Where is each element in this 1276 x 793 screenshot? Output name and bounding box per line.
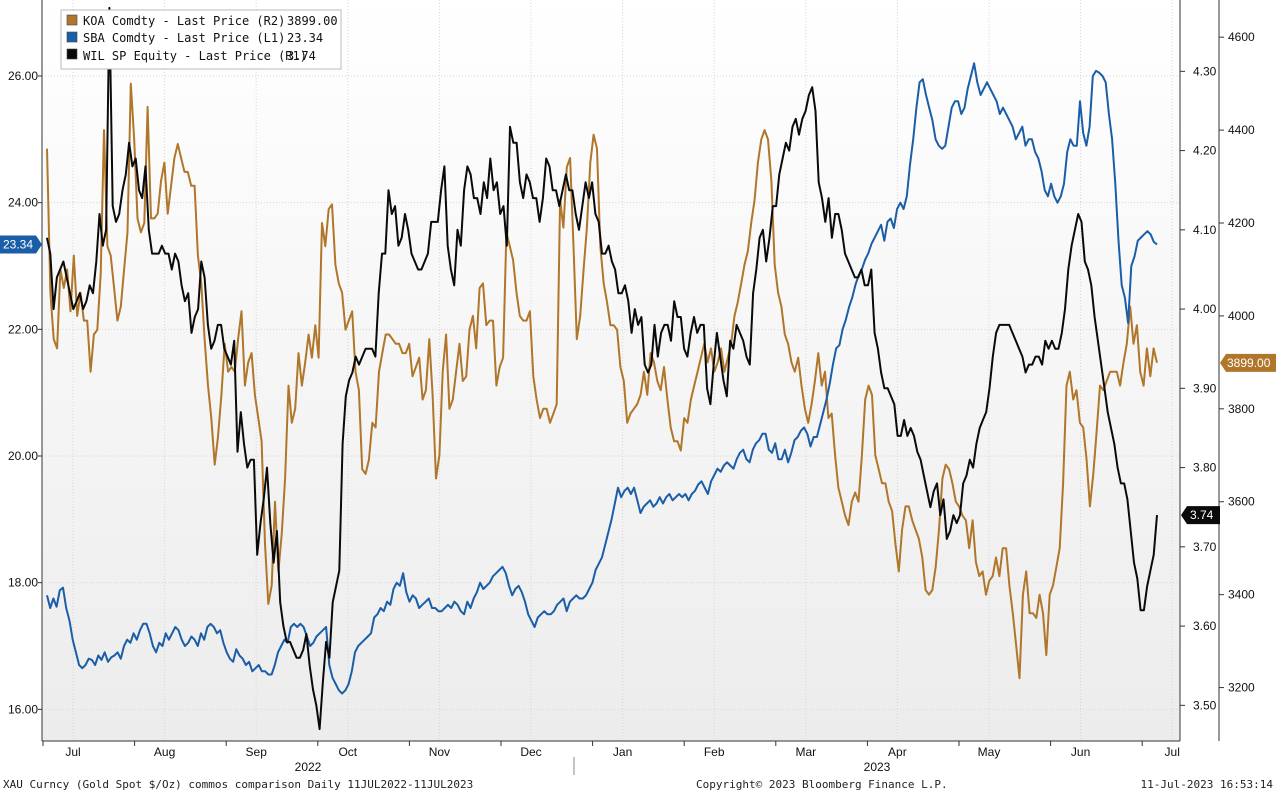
legend-swatch-koa — [66, 14, 78, 26]
y-axis-left: 16.00 18.00 20.00 22.00 24.00 26.00 — [8, 69, 42, 716]
x-tick-label: Oct — [338, 745, 357, 759]
legend: KOA Comdty - Last Price (R2) 3899.00 SBA… — [60, 9, 342, 70]
y-tick-label-r1: 4.30 — [1193, 64, 1217, 78]
last-value-badge-koa — [1220, 353, 1276, 372]
series-layer — [46, 6, 1158, 731]
x-tick-label: Aug — [154, 745, 175, 759]
y-tick-label-r2: 3800 — [1228, 402, 1255, 416]
y-tick-label-r1: 4.20 — [1193, 144, 1217, 158]
legend-swatch-sba — [66, 31, 78, 43]
y-tick-label-left: 20.00 — [8, 449, 38, 463]
legend-label-wil: WIL SP Equity - Last Price (R1) — [83, 49, 307, 63]
legend-label-sba: SBA Comdty - Last Price (L1) — [83, 31, 285, 45]
x-tick-label: Dec — [520, 745, 541, 759]
x-tick-label: Apr — [888, 745, 907, 759]
legend-value-wil: 3.74 — [287, 49, 316, 63]
y-tick-label-r1: 3.60 — [1193, 619, 1217, 633]
x-tick-label: Jul — [1165, 745, 1180, 759]
x-tick-label: Jul — [65, 745, 80, 759]
y-tick-label-r2: 3200 — [1228, 681, 1255, 695]
year-label-2022: 2022 — [295, 760, 322, 774]
legend-box — [60, 9, 342, 70]
x-tick-label: Jun — [1071, 745, 1090, 759]
x-tick-label: Sep — [246, 745, 268, 759]
legend-value-koa: 3899.00 — [287, 14, 338, 28]
footer-description: XAU Curncy (Gold Spot $/Oz) commos compa… — [3, 778, 473, 791]
y-tick-label-left: 24.00 — [8, 196, 38, 210]
y-tick-label-left: 22.00 — [8, 322, 38, 336]
y-tick-label-r1: 4.00 — [1193, 302, 1217, 316]
last-value-badge-wil — [1181, 506, 1220, 525]
x-tick-label: Jan — [613, 745, 632, 759]
y-tick-label-r2: 4000 — [1228, 309, 1255, 323]
y-tick-label-r1: 3.90 — [1193, 381, 1217, 395]
y-tick-label-r2: 4200 — [1228, 216, 1255, 230]
x-tick-label: Mar — [795, 745, 816, 759]
y-tick-label-r1: 4.10 — [1193, 223, 1217, 237]
x-tick-label: May — [978, 745, 1001, 759]
plot-background — [42, 0, 1180, 741]
y-tick-label-left: 18.00 — [8, 576, 38, 590]
y-tick-label-r1: 3.50 — [1193, 698, 1217, 712]
y-tick-label-r1: 3.80 — [1193, 461, 1217, 475]
grid-layer — [42, 0, 1180, 741]
y-axis-right-r1: 3.50 3.60 3.70 3.80 3.90 4.00 4.10 4.20 4.30 — [1180, 64, 1217, 712]
footer-copyright: Copyright© 2023 Bloomberg Finance L.P. — [696, 778, 948, 791]
x-tick-label: Feb — [704, 745, 725, 759]
series-line-wil — [46, 6, 1158, 731]
x-axis: Jul Aug Sep Oct Nov Dec Jan Feb Mar Apr May Jun Jul — [42, 741, 1180, 759]
last-value-badges: 23.34 3.74 3899.00 — [0, 235, 1276, 525]
x-tick-label: Nov — [429, 745, 450, 759]
year-label-2023: 2023 — [864, 760, 891, 774]
legend-label-koa: KOA Comdty - Last Price (R2) — [83, 14, 285, 28]
footer-timestamp: 11-Jul-2023 16:53:14 — [1141, 778, 1274, 791]
y-tick-label-left: 16.00 — [8, 702, 38, 716]
y-tick-label-r2: 4400 — [1228, 123, 1255, 137]
last-value-text-sba: 23.34 — [3, 237, 33, 251]
y-tick-label-r2: 3400 — [1228, 588, 1255, 602]
last-value-text-wil: 3.74 — [1190, 508, 1214, 522]
last-value-badge-sba — [0, 235, 42, 254]
y-tick-label-r2: 3600 — [1228, 495, 1255, 509]
y-tick-label-r1: 3.70 — [1193, 540, 1217, 554]
series-line-koa — [46, 82, 1158, 680]
y-axis-right-r2: 3200 3400 3600 3800 4000 4200 4400 4600 — [1219, 30, 1255, 695]
y-tick-label-left: 26.00 — [8, 69, 38, 83]
series-line-sba — [46, 62, 1158, 695]
legend-swatch-wil — [66, 48, 78, 60]
last-value-text-koa: 3899.00 — [1227, 356, 1271, 370]
legend-value-sba: 23.34 — [287, 31, 323, 45]
y-tick-label-r2: 4600 — [1228, 30, 1255, 44]
